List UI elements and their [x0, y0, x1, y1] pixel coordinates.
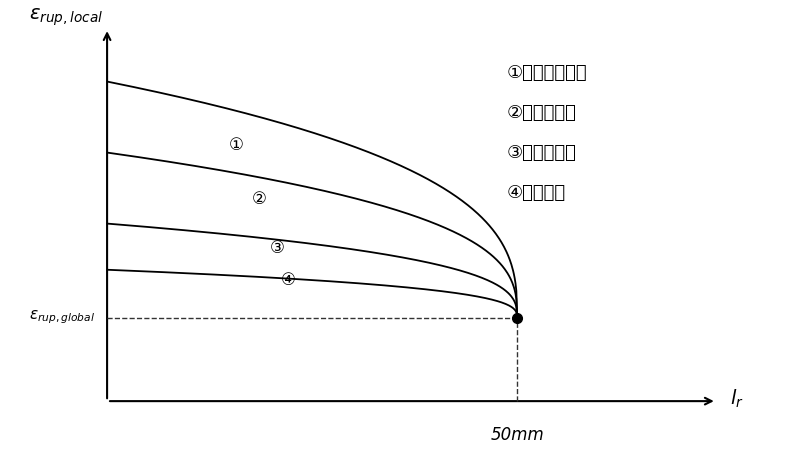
Text: ③小塑性变形: ③小塑性变形 [507, 144, 577, 162]
Text: ③: ③ [270, 239, 285, 257]
Text: ④弹性变形: ④弹性变形 [507, 183, 566, 201]
Text: $l_r$: $l_r$ [730, 388, 743, 410]
Text: $\varepsilon_{rup,global}$: $\varepsilon_{rup,global}$ [29, 309, 95, 326]
Text: ①: ① [229, 137, 243, 155]
Text: $\varepsilon_{rup,local}$: $\varepsilon_{rup,local}$ [29, 7, 103, 28]
Text: ②大塑性变形: ②大塑性变形 [507, 104, 577, 122]
Text: ④: ④ [282, 271, 296, 289]
Text: ①頸缩断裂变形: ①頸缩断裂变形 [507, 64, 587, 81]
Text: 50mm: 50mm [490, 425, 544, 444]
Text: ②: ② [252, 190, 267, 208]
